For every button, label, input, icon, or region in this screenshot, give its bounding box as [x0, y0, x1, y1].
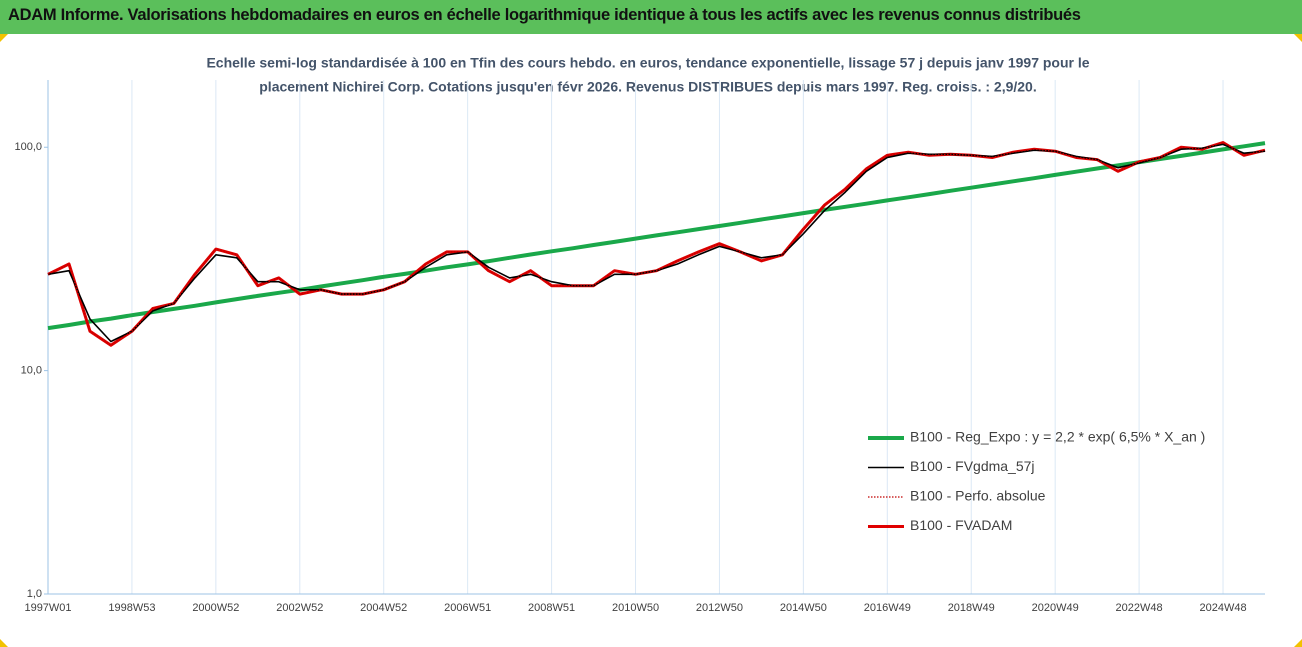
x-tick-label: 2014W50 — [780, 602, 827, 614]
x-tick-label: 2024W48 — [1199, 602, 1246, 614]
legend-label: B100 - Reg_Expo : y = 2,2 * exp( 6,5% * … — [910, 429, 1205, 445]
x-tick-label: 2012W50 — [696, 602, 743, 614]
legend-label: B100 - FVADAM — [910, 517, 1012, 533]
chart-subtitle: Echelle semi-log standardisée à 100 en T… — [206, 55, 1089, 71]
x-tick-label: 2010W50 — [612, 602, 659, 614]
chart-subtitle: placement Nichirei Corp. Cotations jusqu… — [259, 79, 1036, 95]
series-line — [47, 141, 1266, 331]
y-tick-label: 1,0 — [27, 588, 42, 600]
corner-mark — [0, 34, 8, 42]
x-tick-label: 2002W52 — [276, 602, 323, 614]
x-tick-label: 2006W51 — [444, 602, 491, 614]
legend-label: B100 - Perfo. absolue — [910, 488, 1046, 504]
corner-mark — [1294, 34, 1302, 42]
x-tick-label: 2008W51 — [528, 602, 575, 614]
corner-mark — [0, 639, 8, 647]
y-tick-label: 100,0 — [14, 141, 42, 153]
x-tick-label: 2004W52 — [360, 602, 407, 614]
x-tick-label: 2020W49 — [1032, 602, 1079, 614]
x-tick-label: 1998W53 — [108, 602, 155, 614]
x-tick-label: 2000W52 — [192, 602, 239, 614]
x-tick-label: 1997W01 — [24, 602, 71, 614]
series-line — [47, 141, 1266, 346]
y-tick-label: 10,0 — [21, 365, 42, 377]
x-tick-label: 2018W49 — [948, 602, 995, 614]
header-title: ADAM Informe. Valorisations hebdomadaire… — [0, 0, 1302, 34]
series-line — [47, 143, 1266, 343]
legend-label: B100 - FVgdma_57j — [910, 458, 1035, 474]
x-tick-label: 2016W49 — [864, 602, 911, 614]
corner-mark — [1294, 639, 1302, 647]
series-line — [47, 141, 1266, 347]
x-tick-label: 2022W48 — [1116, 602, 1163, 614]
